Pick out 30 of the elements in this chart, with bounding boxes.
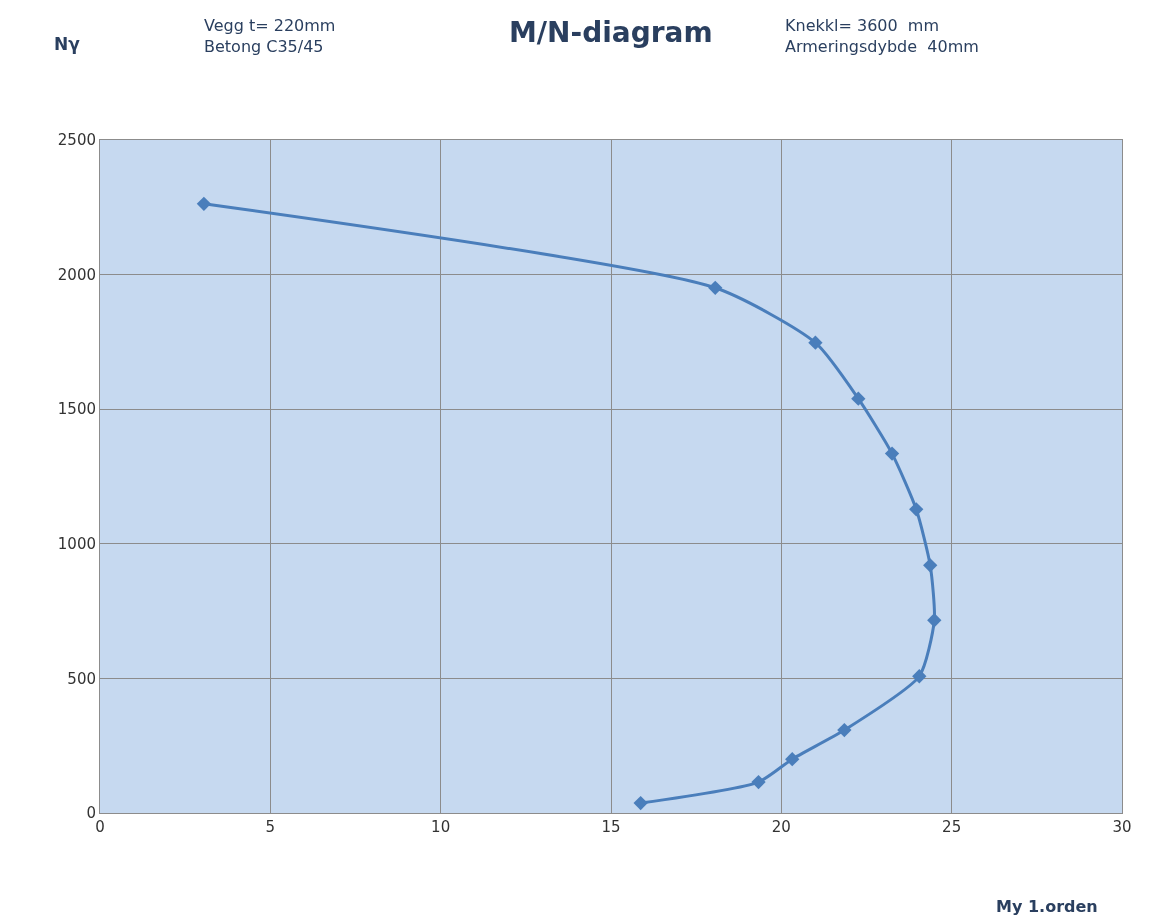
y-tick-label: 2500 [57,131,96,150]
point [927,613,942,628]
y-tick-label: 1500 [57,400,96,419]
point [633,795,648,811]
y-tick-label: 1000 [57,535,96,554]
point [912,669,927,684]
y-axis-title: Nγ [54,34,81,54]
x-tick-label: 5 [265,818,276,836]
chart-title: M/N-diagram [509,16,713,49]
x-tick-label: 15 [601,818,621,836]
y-tick-label: 2000 [57,265,96,284]
text: Knekkl= 3600 mm Armeringsdybde 40mm [785,16,979,56]
x-tick-label: 10 [431,818,451,836]
point [909,502,924,517]
point [708,280,723,295]
point [751,774,766,790]
x-tick-label: 25 [942,818,962,836]
point [884,446,900,461]
y-tick-label: 500 [67,669,96,688]
x-axis-title: My 1.orden [996,897,1098,916]
point [837,722,852,738]
point [808,335,823,350]
x-tick-label: 20 [771,818,791,836]
text: Vegg t= 220mm Betong C35/45 [204,16,336,56]
point [196,196,212,211]
point [851,391,866,406]
y-tick-label: 0 [86,804,96,823]
x-tick-label: 30 [1112,818,1132,836]
point [785,752,800,767]
point [923,558,938,573]
